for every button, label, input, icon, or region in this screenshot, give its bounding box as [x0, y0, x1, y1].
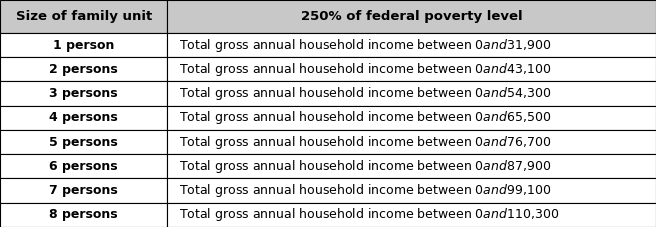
- Bar: [0, 57, 167, 81]
- Text: 5 persons: 5 persons: [49, 136, 118, 149]
- Bar: [0, 0, 167, 33]
- Text: 2 persons: 2 persons: [49, 63, 118, 76]
- Bar: [167, 33, 656, 57]
- Bar: [167, 130, 656, 154]
- Text: 250% of federal poverty level: 250% of federal poverty level: [301, 10, 522, 23]
- Text: Total gross annual household income between $0 and $65,500: Total gross annual household income betw…: [179, 109, 552, 126]
- Text: 7 persons: 7 persons: [49, 184, 118, 197]
- Bar: [167, 81, 656, 106]
- Text: Total gross annual household income between $0 and $76,700: Total gross annual household income betw…: [179, 133, 552, 151]
- Text: Total gross annual household income between $0 and $31,900: Total gross annual household income betw…: [179, 37, 552, 54]
- Text: 3 persons: 3 persons: [49, 87, 118, 100]
- Text: Total gross annual household income between $0 and $110,300: Total gross annual household income betw…: [179, 206, 560, 223]
- Text: Total gross annual household income between $0 and $54,300: Total gross annual household income betw…: [179, 85, 552, 102]
- Bar: [167, 57, 656, 81]
- Bar: [167, 178, 656, 203]
- Bar: [0, 178, 167, 203]
- Text: 4 persons: 4 persons: [49, 111, 118, 124]
- Bar: [0, 130, 167, 154]
- Bar: [167, 203, 656, 227]
- Bar: [0, 203, 167, 227]
- Bar: [167, 154, 656, 178]
- Bar: [0, 154, 167, 178]
- Text: Total gross annual household income between $0 and $43,100: Total gross annual household income betw…: [179, 61, 552, 78]
- Bar: [0, 81, 167, 106]
- Text: 8 persons: 8 persons: [49, 208, 118, 221]
- Text: Total gross annual household income between $0 and $99,100: Total gross annual household income betw…: [179, 182, 552, 199]
- Bar: [167, 106, 656, 130]
- Text: 6 persons: 6 persons: [49, 160, 118, 173]
- Text: 1 person: 1 person: [53, 39, 114, 52]
- Bar: [167, 0, 656, 33]
- Text: Total gross annual household income between $0 and $87,900: Total gross annual household income betw…: [179, 158, 552, 175]
- Text: Size of family unit: Size of family unit: [16, 10, 152, 23]
- Bar: [0, 33, 167, 57]
- Bar: [0, 106, 167, 130]
